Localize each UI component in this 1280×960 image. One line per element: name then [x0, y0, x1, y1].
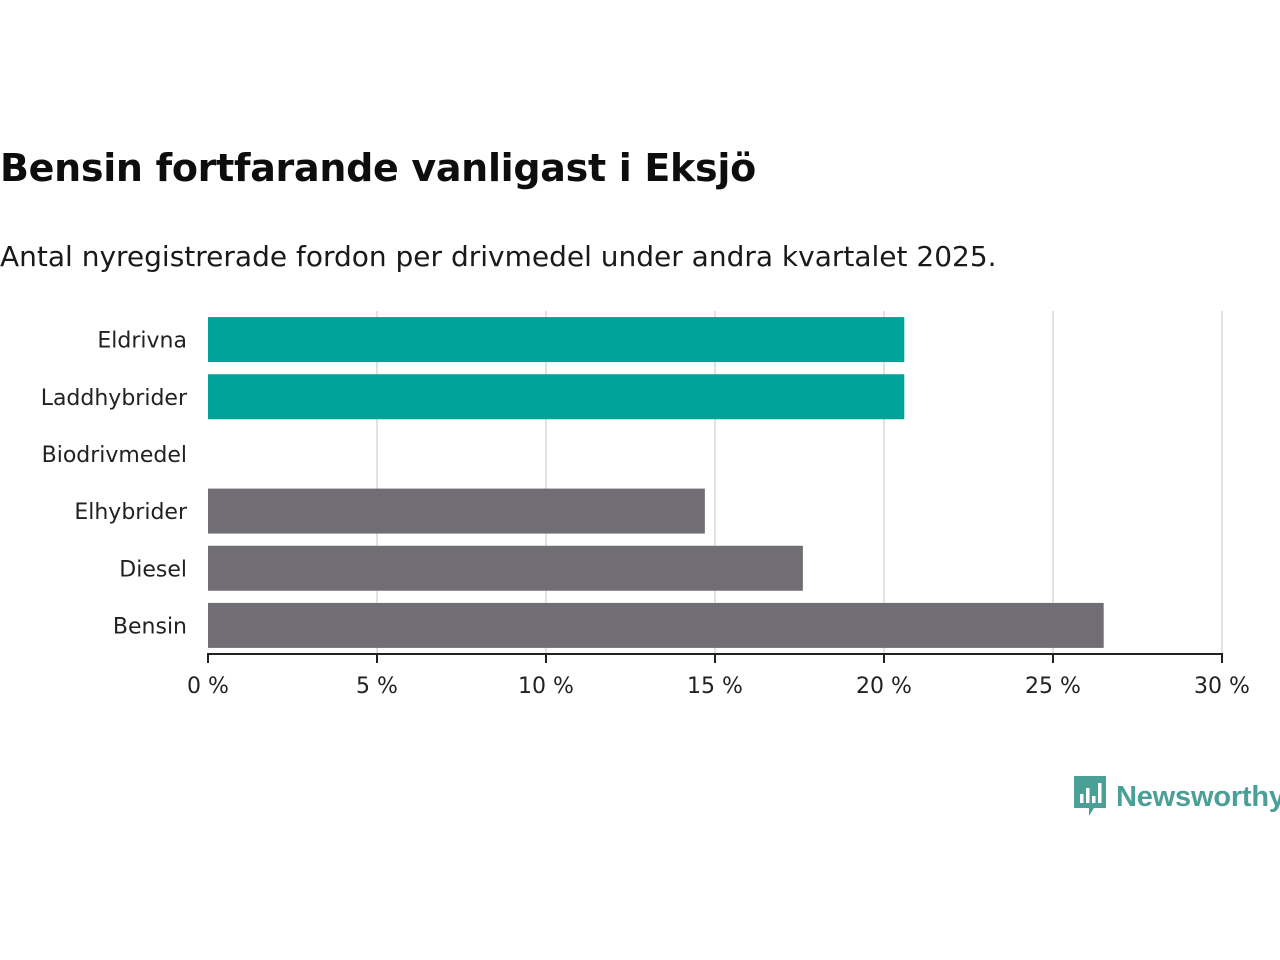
x-tick-label-3: 15 %	[687, 674, 743, 699]
bar-bensin	[208, 602, 1104, 648]
x-tick-label-5: 25 %	[1025, 674, 1081, 699]
x-tick-label-4: 20 %	[856, 674, 912, 699]
brand-name: Newsworthy	[1116, 780, 1280, 813]
x-tick-label-2: 10 %	[518, 674, 574, 699]
category-label-elhybrider: Elhybrider	[74, 500, 188, 525]
category-label-bensin: Bensin	[113, 614, 187, 639]
chart-subtitle: Antal nyregistrerade fordon per drivmede…	[0, 240, 997, 273]
category-label-laddhybrider: Laddhybrider	[41, 386, 188, 411]
brand-logo: Newsworthy	[1072, 774, 1280, 820]
category-label-biodrivmedel: Biodrivmedel	[42, 443, 187, 468]
x-tick-label-6: 30 %	[1194, 674, 1250, 699]
x-tick-label-0: 0 %	[187, 674, 229, 699]
bar-diesel	[208, 545, 803, 591]
bar-laddhybrider	[208, 374, 905, 420]
bar-elhybrider	[208, 488, 705, 534]
category-label-eldrivna: Eldrivna	[97, 329, 187, 354]
chart-title: Bensin fortfarande vanligast i Eksjö	[0, 146, 756, 190]
category-label-diesel: Diesel	[119, 557, 187, 582]
bar-eldrivna	[208, 317, 905, 363]
newsworthy-logo-icon	[1074, 776, 1106, 816]
x-tick-label-1: 5 %	[356, 674, 398, 699]
